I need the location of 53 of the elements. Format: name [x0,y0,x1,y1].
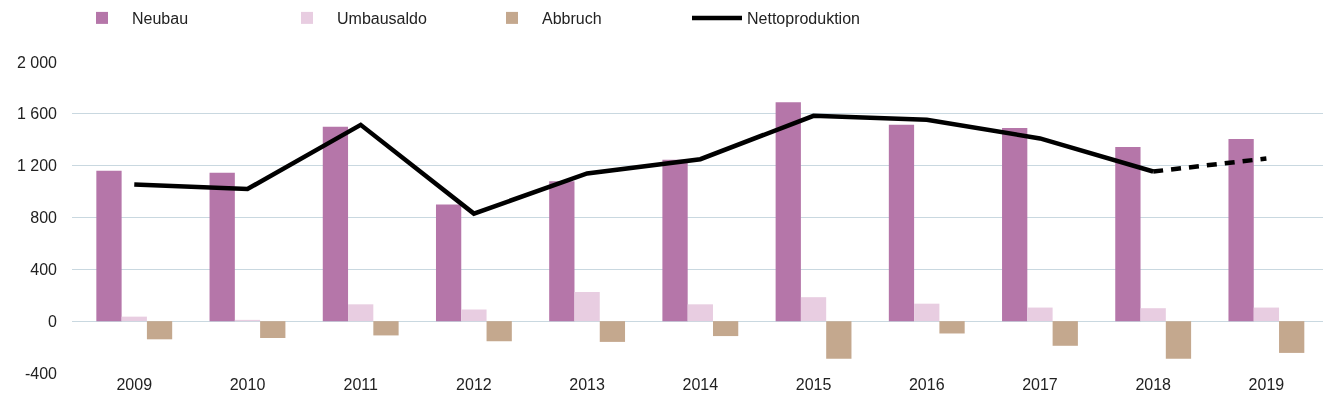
bar [1279,321,1305,353]
bar [435,204,462,322]
bar [1253,307,1280,322]
bar [486,321,512,342]
bar [209,172,235,322]
bar [914,303,940,322]
bar [800,297,827,322]
bar [1027,307,1053,322]
bar [574,292,600,322]
bar [1115,146,1141,322]
bar [260,321,286,339]
y-tick-label: 1 200 [16,157,58,175]
bar [549,181,575,322]
x-tick-label: 2016 [908,376,945,393]
y-tick-label: 400 [30,260,58,278]
bar [712,321,739,337]
x-tick-label: 2011 [343,376,378,393]
x-tick-label: 2017 [1022,376,1058,393]
y-tick-label: 2 000 [16,53,58,71]
bar [1140,308,1166,322]
y-tick-label: 800 [30,209,58,227]
bar [662,159,688,322]
bar [1052,321,1078,346]
bar [146,321,173,340]
y-tick-label: 1 600 [16,105,58,123]
bar [1002,128,1028,322]
x-tick-label: 2009 [116,376,153,393]
bar [775,102,801,322]
bar [348,304,374,322]
x-tick-label: 2010 [229,376,266,393]
bar [888,124,915,322]
x-tick-label: 2015 [795,376,832,393]
x-tick-label: 2012 [456,376,492,393]
legend-label: Abbruch [542,10,602,28]
bar [687,304,713,322]
bar [826,321,852,359]
x-tick-label: 2019 [1248,376,1285,393]
bar [461,309,487,322]
legend-label: Umbausaldo [337,10,427,28]
bar [322,126,349,322]
bar [1228,139,1254,322]
bar [373,321,399,336]
bar [599,321,626,342]
legend-label: Nettoproduktion [747,10,860,28]
y-tick-label: 0 [48,312,58,330]
bar [96,170,122,322]
y-tick-label: -400 [24,364,58,382]
bar [939,321,965,334]
x-tick-label: 2014 [682,376,719,393]
bar [1165,321,1192,359]
legend-label: Neubau [132,10,189,28]
x-tick-label: 2013 [569,376,606,393]
x-tick-label: 2018 [1135,376,1172,393]
